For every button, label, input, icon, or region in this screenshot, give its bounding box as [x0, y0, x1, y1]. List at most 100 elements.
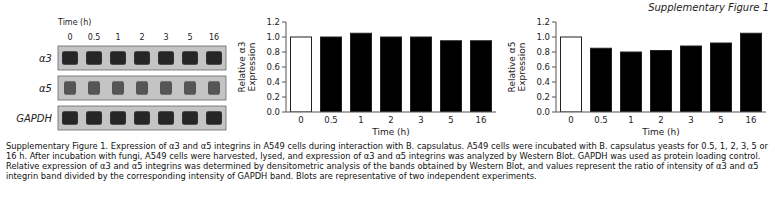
caption: Supplementary Figure 1. Expression of α3… [6, 141, 769, 181]
x-tick-label: 16 [746, 115, 757, 125]
x-axis-line [556, 112, 766, 113]
blot-band [110, 111, 126, 124]
x-axis-label: Time (h) [371, 127, 410, 137]
blot-strip [58, 76, 226, 100]
bar-chart: 0.00.20.40.60.81.01.200.5123516Time (h)R… [507, 17, 766, 137]
blot-band [134, 111, 150, 124]
figure-title: Supplementary Figure 1 [648, 2, 769, 13]
x-tick-label: 3 [418, 115, 423, 125]
x-axis-label: Time (h) [641, 127, 680, 137]
x-tick-label: 3 [688, 115, 693, 125]
bar [651, 51, 672, 113]
bar [621, 52, 642, 112]
y-tick-label: 0.8 [536, 47, 550, 57]
blot-band [184, 81, 196, 94]
blot-band [134, 51, 150, 64]
blot-band [86, 111, 102, 124]
bar-chart: 0.00.20.40.60.81.01.200.5123516Time (h)R… [237, 17, 496, 137]
y-tick-label: 0.4 [536, 77, 550, 87]
blot-band [136, 81, 148, 94]
blot-band [158, 111, 174, 124]
x-tick-label: 0 [298, 115, 303, 125]
blot-time-header: Time (h) [57, 18, 91, 27]
blot-band [206, 51, 222, 64]
y-tick [552, 97, 556, 98]
blot-label: GAPDH [16, 113, 52, 124]
y-axis-label-line: Expression [517, 43, 527, 92]
bar [711, 43, 732, 112]
y-tick [552, 52, 556, 53]
y-tick [552, 22, 556, 23]
blot-panel: Time (h)00.5123516α3α5GAPDH [16, 18, 226, 130]
blot-band [64, 81, 76, 94]
y-tick [282, 82, 286, 83]
blot-time-label: 3 [163, 33, 168, 42]
blot-time-label: 0 [67, 33, 72, 42]
y-tick-label: 0.0 [266, 107, 280, 117]
blot-band [88, 81, 100, 94]
blot-band [206, 111, 222, 124]
blot-strip [58, 106, 226, 130]
y-axis-label-line: Relative α3 [237, 42, 247, 93]
y-axis-label-line: Relative α5 [507, 42, 517, 93]
blot-band [182, 51, 198, 64]
blot-band [112, 81, 124, 94]
y-tick [282, 52, 286, 53]
y-tick-label: 1.0 [536, 32, 550, 42]
blot-band [110, 51, 126, 64]
blot-time-label: 0.5 [88, 33, 101, 42]
y-tick [282, 67, 286, 68]
x-tick-label: 5 [718, 115, 723, 125]
bar [681, 46, 702, 112]
bar [561, 37, 582, 112]
bar [471, 41, 492, 112]
bars [291, 33, 492, 112]
x-tick-label: 0.5 [324, 115, 338, 125]
y-tick [552, 82, 556, 83]
bar [741, 33, 762, 112]
x-tick-label: 2 [388, 115, 393, 125]
y-axis-label: Relative α3Expression [237, 42, 257, 93]
blot-band [182, 111, 198, 124]
y-axis-label-line: Expression [247, 43, 257, 92]
x-tick-label: 5 [448, 115, 453, 125]
x-tick-label: 16 [476, 115, 487, 125]
bar [441, 41, 462, 112]
y-tick [282, 97, 286, 98]
y-tick-label: 0.2 [266, 92, 280, 102]
blot-time-label: 1 [115, 33, 120, 42]
bar [321, 37, 342, 112]
y-tick-label: 0.6 [266, 62, 280, 72]
bar [411, 37, 432, 112]
y-tick-label: 1.2 [266, 17, 280, 27]
blot-label: α3 [39, 53, 52, 64]
y-tick [282, 37, 286, 38]
x-tick-label: 0.5 [594, 115, 608, 125]
y-tick [282, 22, 286, 23]
y-tick-label: 0.2 [536, 92, 550, 102]
blot-time-label: 2 [139, 33, 144, 42]
x-tick-label: 1 [628, 115, 633, 125]
bar [381, 37, 402, 112]
y-tick [282, 112, 286, 113]
blot-strip [58, 46, 226, 70]
y-tick-label: 0.4 [266, 77, 280, 87]
y-tick-label: 1.0 [266, 32, 280, 42]
blot-time-label: 5 [187, 33, 192, 42]
blot-band [62, 111, 78, 124]
y-tick-label: 0.6 [536, 62, 550, 72]
blot-band [86, 51, 102, 64]
x-tick-label: 0 [568, 115, 573, 125]
blot-band [208, 81, 220, 94]
blot-band [160, 81, 172, 94]
y-axis-label: Relative α5Expression [507, 42, 527, 93]
y-tick-label: 0.0 [536, 107, 550, 117]
blot-time-label: 16 [209, 33, 219, 42]
y-tick [552, 37, 556, 38]
bar [291, 37, 312, 112]
y-tick [552, 67, 556, 68]
x-tick-label: 1 [358, 115, 363, 125]
blot-band [158, 51, 174, 64]
bar [351, 33, 372, 112]
blot-band [62, 51, 78, 64]
